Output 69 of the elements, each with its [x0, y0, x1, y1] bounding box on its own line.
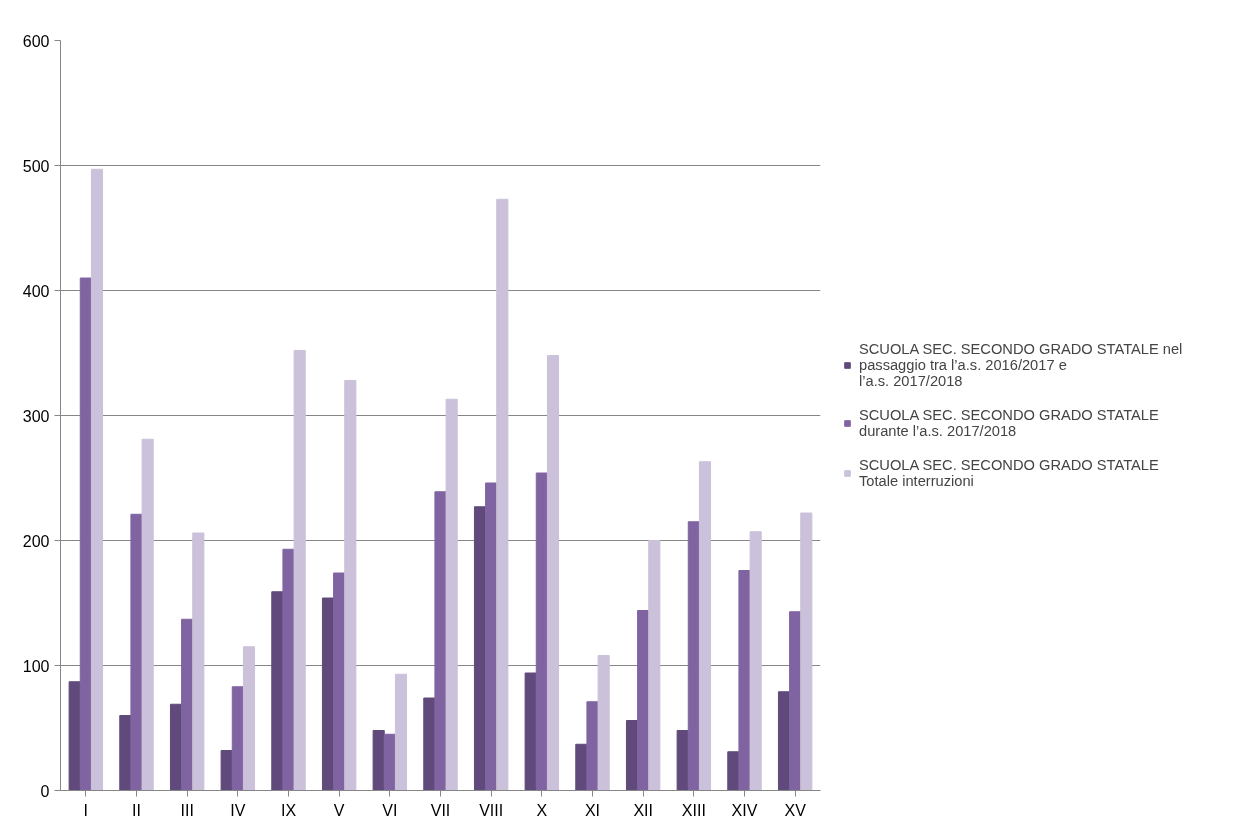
- x-tick-label: XIII: [681, 801, 706, 819]
- x-tick-label: IX: [280, 801, 297, 819]
- x-tick-label: II: [132, 801, 141, 819]
- bar: [242, 646, 256, 791]
- bar: [625, 720, 639, 791]
- bar: [119, 715, 132, 791]
- y-tick-label: 600: [22, 32, 50, 50]
- bar: [586, 701, 599, 791]
- x-tick-label: XI: [584, 801, 601, 819]
- x-tick-label: XIV: [731, 801, 758, 819]
- bar: [68, 681, 81, 791]
- x-tick-label: VIII: [479, 801, 504, 819]
- bar: [496, 198, 509, 791]
- legend-label: SCUOLA SEC. SECONDO GRADO STATALE Totale interruzioni: [859, 457, 1159, 489]
- x-tick-label: XII: [633, 801, 653, 819]
- bar: [321, 597, 335, 791]
- bar: [344, 380, 357, 791]
- bar: [90, 168, 104, 791]
- bar: [445, 398, 458, 791]
- x-tick-label: VII: [430, 801, 451, 819]
- bar: [687, 521, 700, 791]
- bar: [192, 532, 205, 791]
- bar: [535, 472, 548, 791]
- bar: [372, 730, 385, 791]
- bar: [141, 438, 154, 791]
- bar: [169, 703, 183, 791]
- x-tick-label: III: [180, 801, 194, 819]
- bar: [231, 686, 244, 791]
- bar: [789, 611, 802, 791]
- bar: [293, 350, 306, 791]
- y-tick-label: 200: [22, 532, 50, 550]
- bar: [473, 506, 487, 791]
- bar: [648, 540, 661, 791]
- bar: [79, 277, 92, 791]
- bar: [597, 655, 610, 791]
- x-tick-label: V: [333, 801, 345, 819]
- bar: [333, 572, 346, 791]
- bar: [434, 491, 447, 791]
- bar: [738, 570, 751, 791]
- bar: [271, 591, 284, 791]
- y-tick-label: 100: [22, 657, 50, 675]
- y-tick-label: 500: [22, 157, 50, 175]
- bar: [749, 531, 762, 791]
- x-tick-label: X: [536, 801, 548, 819]
- bar: [524, 672, 537, 791]
- bar: [800, 512, 813, 791]
- bar: [282, 548, 295, 791]
- bar: [676, 730, 689, 791]
- bar: [423, 697, 436, 791]
- bar: [383, 733, 396, 791]
- x-tick-label: VI: [382, 801, 398, 819]
- legend-label: SCUOLA SEC. SECONDO GRADO STATALE nel passaggio tra l’a.s. 2016/2017 e l’a.s. 2017/2018: [859, 341, 1183, 389]
- bar: [727, 751, 740, 791]
- bar: [777, 691, 791, 791]
- bar: [637, 610, 650, 791]
- bar: [485, 482, 498, 791]
- x-tick-label: I: [83, 801, 89, 819]
- y-tick-label: 300: [22, 407, 50, 425]
- y-tick-label: 0: [40, 782, 50, 800]
- bar: [698, 461, 712, 791]
- x-tick-label: IV: [230, 801, 246, 819]
- bar: [546, 355, 560, 791]
- y-tick-label: 400: [22, 282, 50, 300]
- bar: [181, 618, 194, 791]
- legend-label: SCUOLA SEC. SECONDO GRADO STATALE durante l’a.s. 2017/2018: [859, 407, 1159, 439]
- bar: [220, 750, 233, 791]
- bar: [394, 673, 408, 791]
- x-tick-label: XV: [784, 801, 807, 819]
- bar: [130, 513, 143, 791]
